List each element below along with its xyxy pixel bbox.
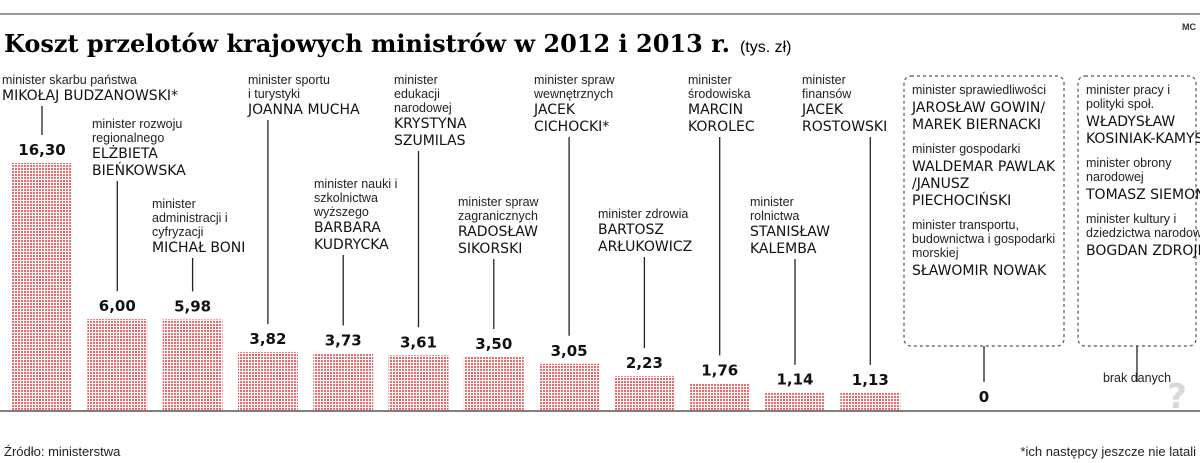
value-label: 1,14 bbox=[776, 371, 813, 389]
value-label: 3,50 bbox=[475, 335, 512, 353]
header-badge: MC bbox=[1182, 22, 1196, 32]
boxes-layer: minister sprawiedliwości JAROSŁAW GOWIN/M… bbox=[903, 75, 1200, 417]
footer-note: *ich następcy jeszcze nie latali bbox=[1020, 444, 1196, 459]
value-label: 1,76 bbox=[701, 361, 738, 379]
group-name-label: WALDEMAR PAWLAK/JANUSZ PIECHOCIŃSKI bbox=[912, 159, 1056, 209]
minister-name-label: STANISŁAW KALEMBA bbox=[750, 224, 830, 257]
minister-role-label: minister zdrowia bbox=[598, 207, 688, 221]
bar bbox=[689, 383, 750, 410]
minister-name-label: KRYSTYNA SZUMILAS bbox=[394, 116, 467, 149]
no-data-group-mark: ? bbox=[1167, 377, 1187, 417]
group-name-label: TOMASZ SIEMONIAK bbox=[1085, 187, 1200, 203]
zero-group-value: 0 bbox=[979, 388, 989, 406]
minister-name-label: MIKOŁAJ BUDZANOWSKI* bbox=[2, 88, 178, 104]
bar bbox=[840, 392, 901, 410]
bar bbox=[614, 376, 675, 410]
group-role-label: minister pracy i polityki społ. bbox=[1086, 83, 1170, 111]
minister-role-label: minister środowiska bbox=[688, 73, 751, 101]
minister-name-label: JOANNA MUCHA bbox=[247, 102, 360, 118]
zero-group-box bbox=[903, 75, 1065, 347]
group-name-label: JAROSŁAW GOWIN/MAREK BIERNACKI bbox=[911, 100, 1045, 133]
bars-layer: 16,30 6,00 5,98 3,82 3,73 3,61 3,50 3,05 2,23 1,7… bbox=[12, 141, 901, 410]
bar bbox=[313, 353, 374, 410]
minister-role-label: minister administracji i cyfryzacji bbox=[152, 197, 228, 239]
minister-name-label: MICHAŁ BONI bbox=[152, 240, 245, 256]
minister-role-label: minister rozwoju regionalnego bbox=[92, 117, 182, 145]
group-name-label: BOGDAN ZDROJEWSKI bbox=[1086, 243, 1200, 259]
no-data-label: brak danych bbox=[1103, 371, 1171, 385]
value-label: 3,82 bbox=[249, 330, 286, 348]
group-role-label: minister gospodarki bbox=[912, 142, 1020, 156]
minister-role-label: minister spraw zagranicznych bbox=[458, 195, 540, 223]
value-label: 3,61 bbox=[400, 333, 437, 351]
value-label: 6,00 bbox=[99, 297, 136, 315]
minister-role-label: minister spraw wewnętrznych bbox=[533, 73, 616, 101]
group-role-label: minister transportu, budownictwa i gospod… bbox=[912, 218, 1055, 260]
minister-name-label: RADOSŁAW SIKORSKI bbox=[458, 224, 538, 257]
minister-role-label: minister rolnictwa bbox=[750, 195, 799, 223]
minister-role-label: minister finansów bbox=[802, 73, 852, 101]
minister-name-label: BARTOSZ ARŁUKOWICZ bbox=[598, 222, 692, 255]
value-label: 3,05 bbox=[551, 342, 588, 360]
value-label: 16,30 bbox=[18, 141, 65, 159]
bar bbox=[463, 356, 524, 410]
value-label: 2,23 bbox=[626, 354, 663, 372]
group-role-label: minister sprawiedliwości bbox=[912, 83, 1046, 97]
minister-role-label: minister sportu i turystyki bbox=[248, 73, 330, 101]
value-label: 1,13 bbox=[852, 371, 889, 389]
group-role-label: minister obrony narodowej bbox=[1086, 156, 1172, 184]
minister-name-label: ELŻBIETA BIEŃKOWSKA bbox=[92, 144, 186, 179]
minister-name-label: JACEK CICHOCKI* bbox=[533, 102, 609, 135]
bar bbox=[87, 319, 148, 410]
bar bbox=[765, 392, 825, 410]
minister-name-label: MARCIN KOROLEC bbox=[688, 102, 755, 135]
bar bbox=[162, 319, 223, 410]
footer-source: Źródło: ministerstwa bbox=[4, 444, 121, 459]
bar bbox=[388, 355, 449, 410]
minister-name-label: BARBARA KUDRYCKA bbox=[314, 220, 389, 253]
bar bbox=[539, 363, 600, 410]
bar bbox=[237, 352, 298, 410]
chart-title: Koszt przelotów krajowych ministrów w 20… bbox=[4, 29, 792, 58]
value-label: 3,73 bbox=[325, 331, 362, 349]
minister-role-label: minister skarbu państwa bbox=[2, 73, 137, 87]
minister-name-label: JACEK ROSTOWSKI bbox=[801, 102, 887, 135]
minister-role-label: minister edukacji narodowej bbox=[394, 73, 452, 115]
chart-title-unit: (tys. zł) bbox=[740, 39, 792, 56]
group-name-label: SŁAWOMIR NOWAK bbox=[912, 263, 1047, 279]
bar bbox=[12, 163, 72, 410]
chart-title-main: Koszt przelotów krajowych ministrów w 20… bbox=[4, 29, 730, 58]
minister-role-label: minister nauki i szkolnictwa wyższego bbox=[313, 177, 397, 219]
value-label: 5,98 bbox=[174, 297, 211, 315]
